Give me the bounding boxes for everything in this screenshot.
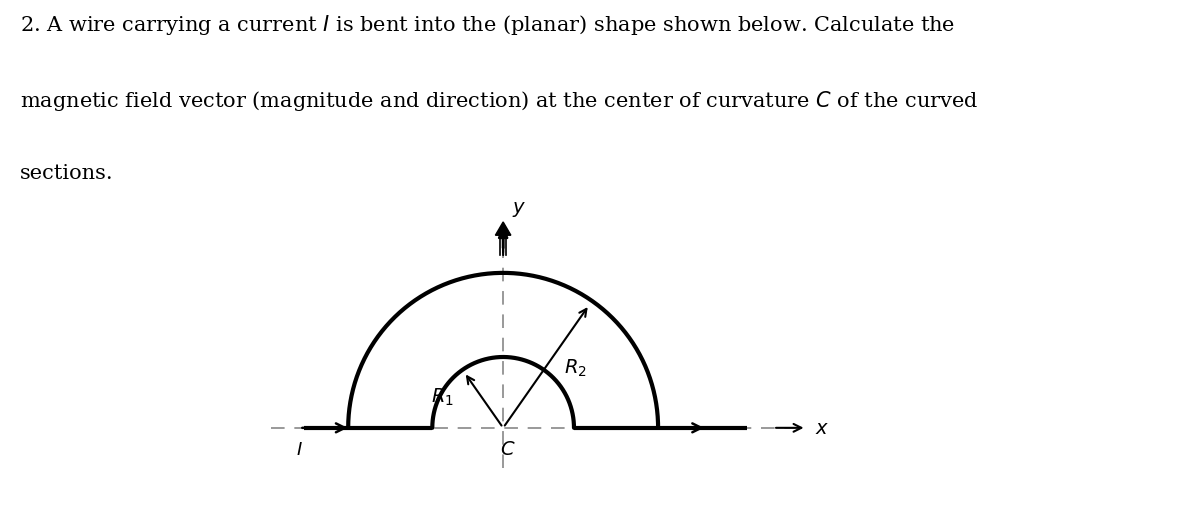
Text: $R_1$: $R_1$ bbox=[431, 386, 454, 408]
Text: sections.: sections. bbox=[20, 164, 113, 183]
Text: $R_2$: $R_2$ bbox=[563, 357, 587, 378]
Text: 2. A wire carrying a current $I$ is bent into the (planar) shape shown below. Ca: 2. A wire carrying a current $I$ is bent… bbox=[20, 13, 955, 36]
Text: magnetic field vector (magnitude and direction) at the center of curvature $C$ o: magnetic field vector (magnitude and dir… bbox=[20, 88, 979, 112]
Text: $x$: $x$ bbox=[815, 419, 829, 437]
Polygon shape bbox=[496, 223, 511, 236]
Text: $y$: $y$ bbox=[512, 199, 527, 218]
Text: $I$: $I$ bbox=[296, 440, 303, 458]
Text: $C$: $C$ bbox=[499, 440, 515, 458]
